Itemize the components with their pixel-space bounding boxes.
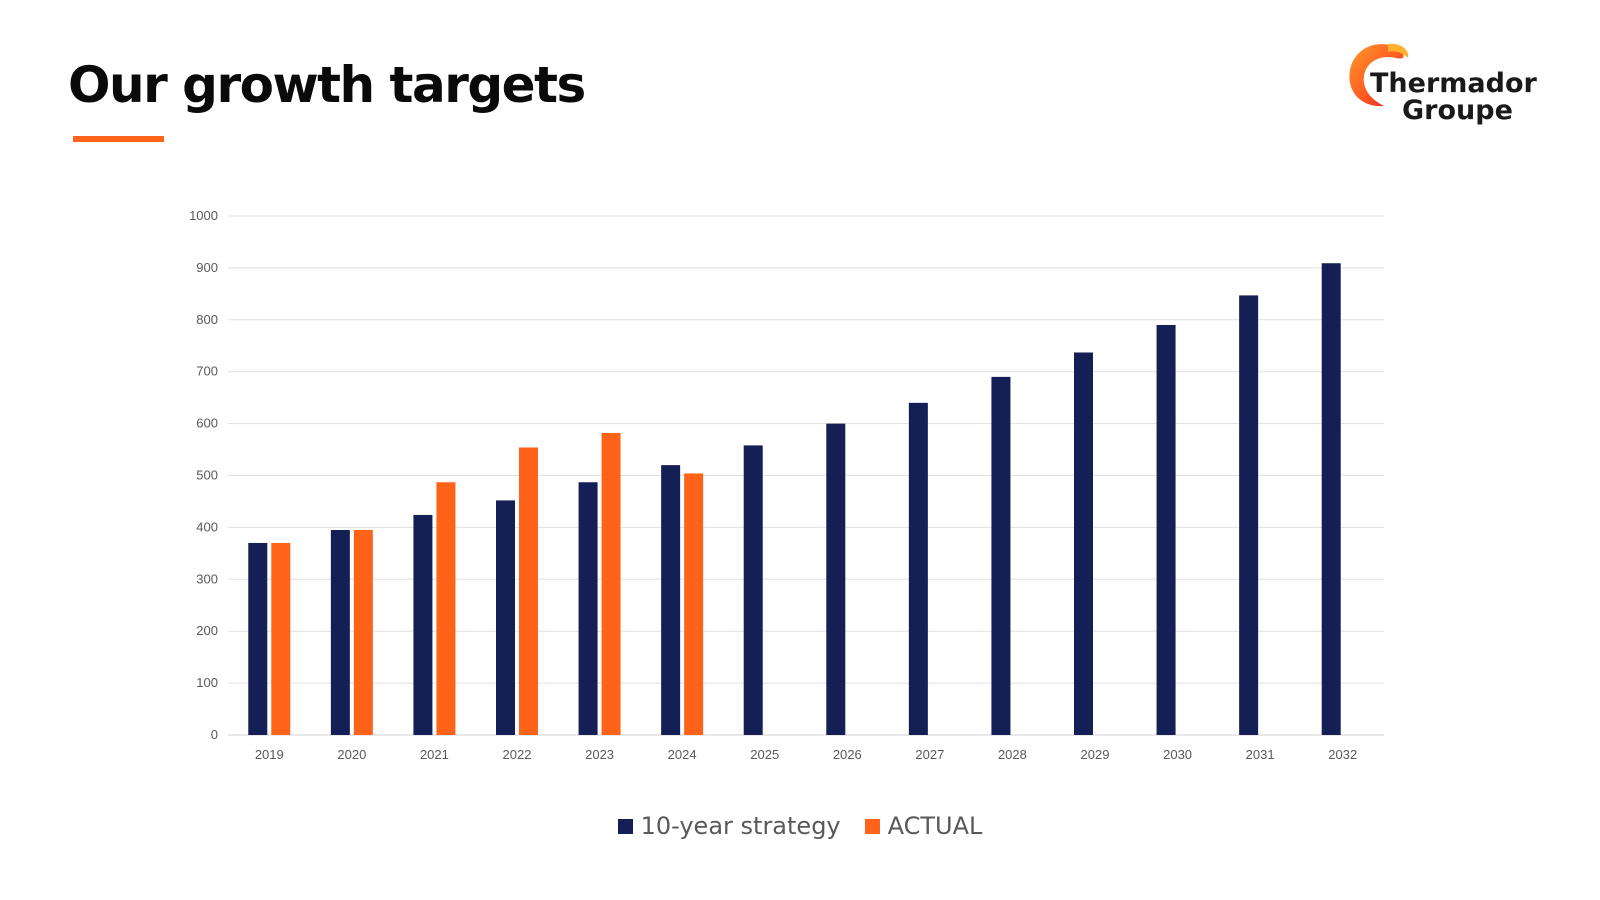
legend-item: ACTUAL [864,812,983,840]
title-underline [73,136,164,142]
bar-strategy-2024 [661,465,681,735]
y-tick-label: 700 [196,364,218,379]
thermador-logo: Thermador Groupe [1344,40,1564,130]
bar-actual-2023 [601,432,621,735]
logo-line1: Thermador [1370,68,1537,99]
bars [248,263,1341,735]
legend-item: 10-year strategy [617,812,841,840]
y-tick-label: 200 [196,623,218,638]
x-tick-label: 2024 [668,747,697,762]
bar-strategy-2030 [1156,324,1176,735]
y-tick-label: 100 [196,675,218,690]
gridlines [228,215,1384,736]
page-title: Our growth targets [68,56,586,114]
bar-actual-2022 [519,447,538,735]
bar-strategy-2031 [1239,295,1259,735]
x-tick-label: 2023 [585,747,614,762]
y-tick-label: 300 [196,571,218,586]
bar-strategy-2027 [908,402,928,735]
x-tick-label: 2019 [255,747,284,762]
logo-line2: Groupe [1402,95,1513,126]
y-tick-label: 1000 [189,208,218,223]
legend-label: ACTUAL [887,812,983,840]
x-tick-label: 2026 [833,747,862,762]
x-tick-label: 2030 [1163,747,1192,762]
y-tick-label: 800 [196,312,218,327]
bar-strategy-2020 [330,529,350,735]
bar-strategy-2032 [1321,263,1341,735]
y-axis: 0 100 200 300 400 500 600 700 800 900 1000 [189,208,218,742]
legend-label: 10-year strategy [640,812,841,840]
bar-strategy-2026 [826,423,846,735]
bar-strategy-2025 [743,445,763,735]
x-tick-label: 2022 [503,747,532,762]
x-tick-label: 2021 [420,747,449,762]
bar-strategy-2022 [496,500,515,735]
x-tick-label: 2031 [1246,747,1275,762]
bar-actual-2020 [353,529,373,735]
bar-actual-2024 [684,473,704,735]
bar-strategy-2028 [991,376,1011,735]
bar-actual-2019 [271,542,291,735]
logo-swirl-icon [1349,43,1409,107]
chart-legend: 10-year strategy ACTUAL [0,812,1600,840]
y-tick-label: 500 [196,468,218,483]
bar-strategy-2029 [1074,352,1093,735]
y-tick-label: 400 [196,519,218,534]
x-tick-label: 2029 [1081,747,1110,762]
y-tick-label: 900 [196,260,218,275]
x-axis: 2019 2020 2021 2022 2023 2024 2025 2026 2027 2028… [255,747,1357,762]
bar-strategy-2021 [413,514,433,735]
bar-strategy-2023 [578,482,598,735]
y-tick-label: 0 [211,727,218,742]
bar-actual-2021 [436,482,456,735]
x-tick-label: 2028 [998,747,1027,762]
y-tick-label: 600 [196,416,218,431]
x-tick-label: 2020 [337,747,366,762]
x-tick-label: 2027 [915,747,944,762]
bar-strategy-2019 [248,542,268,735]
x-tick-label: 2025 [750,747,779,762]
legend-swatch [864,818,880,834]
x-tick-label: 2032 [1328,747,1357,762]
legend-swatch [617,818,633,834]
